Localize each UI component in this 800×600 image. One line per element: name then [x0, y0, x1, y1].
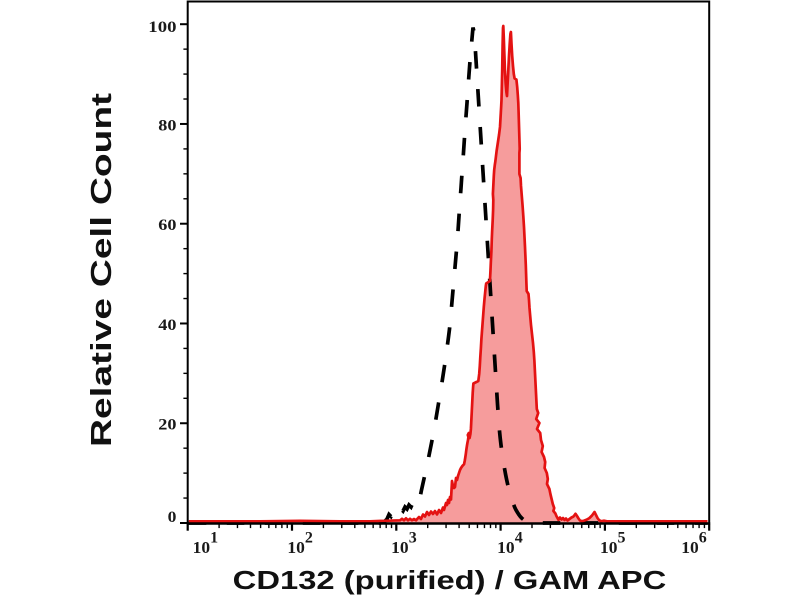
svg-text:Relative Cell Count: Relative Cell Count	[86, 93, 118, 447]
svg-text:60: 60	[158, 217, 176, 234]
svg-text:106: 106	[681, 530, 707, 558]
svg-text:80: 80	[158, 118, 176, 135]
svg-text:20: 20	[158, 417, 176, 434]
svg-text:0: 0	[168, 509, 177, 526]
svg-text:104: 104	[497, 530, 523, 558]
svg-text:CD132 (purified) / GAM APC: CD132 (purified) / GAM APC	[233, 565, 667, 595]
svg-text:101: 101	[193, 530, 219, 558]
svg-text:100: 100	[148, 19, 176, 36]
svg-text:40: 40	[158, 317, 176, 334]
svg-text:105: 105	[600, 530, 626, 558]
svg-text:102: 102	[287, 530, 313, 558]
svg-text:103: 103	[391, 530, 417, 558]
